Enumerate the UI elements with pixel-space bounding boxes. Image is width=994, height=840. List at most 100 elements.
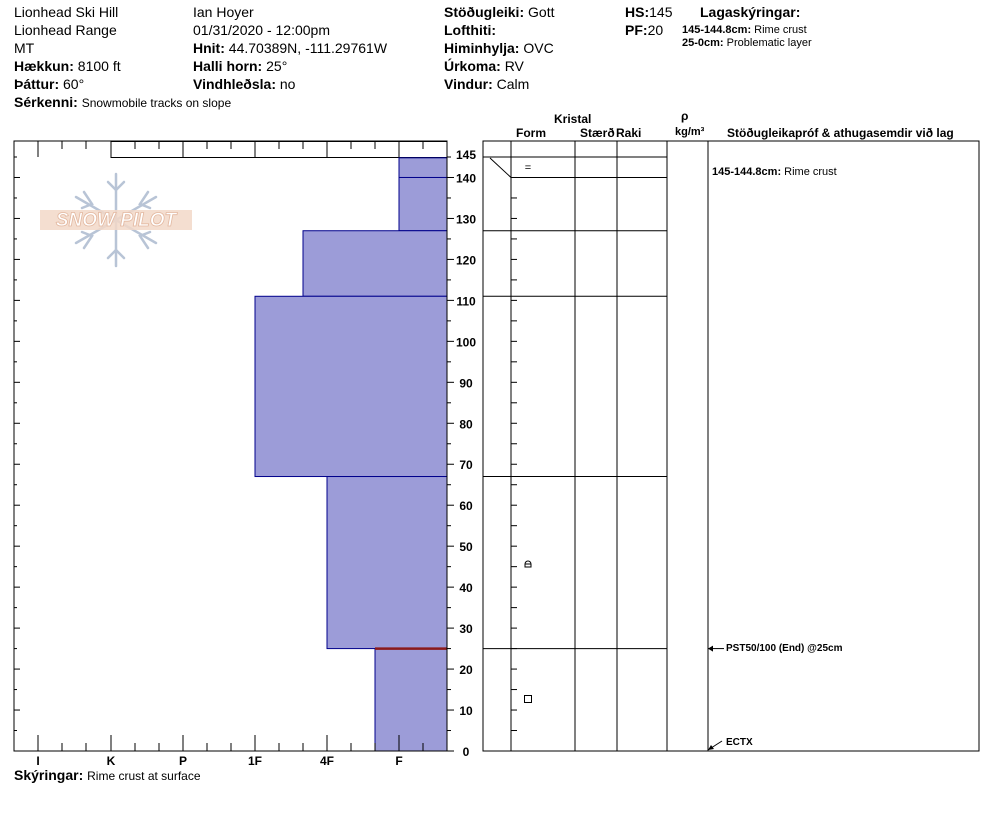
air-temp-label: Lofthiti:	[444, 22, 497, 38]
density-symbol: ρ	[681, 109, 689, 123]
hardness-bar-2	[398, 176, 448, 232]
x-tick-label: 4F	[320, 754, 334, 768]
density-unit: kg/m³	[675, 126, 705, 138]
wind: Vindur: Calm	[444, 76, 529, 92]
aspect: Þáttur: 60°	[14, 76, 84, 92]
hardness-bar-3	[302, 230, 448, 297]
grain-symbols: =	[524, 162, 532, 703]
y-tick-label: 145	[456, 148, 476, 162]
notes-label: Skýringar:	[14, 767, 84, 783]
y-tick-label: 110	[456, 294, 476, 308]
form-header: Form	[516, 126, 546, 140]
pf-label: PF:	[625, 22, 648, 38]
grain-symbol-faceted	[524, 695, 532, 703]
snowflake-icon: SNOW PILOT	[40, 172, 192, 268]
coordinates-label: Hnit:	[193, 40, 225, 56]
y-tick-label: 80	[459, 417, 473, 431]
legend-desc: Problematic layer	[726, 37, 812, 49]
depth-axis: 0 10 20 30 40 50 60 70 80 90 100 110 120 130 140 145	[14, 148, 517, 759]
sky-cover: Himinhylja: OVC	[444, 40, 554, 56]
precip-value: RV	[504, 58, 524, 74]
y-tick-label: 0	[463, 745, 470, 759]
y-tick-label: 90	[459, 376, 473, 390]
moisture-header: Raki	[616, 126, 642, 140]
wind-loading: Vindhleðsla: no	[193, 76, 295, 92]
x-tick-label: F	[395, 754, 402, 768]
y-tick-label: 50	[459, 540, 473, 554]
range-name: Lionhead Range	[14, 22, 117, 38]
elevation-value: 8100 ft	[77, 58, 121, 74]
features-label: Sérkenni:	[14, 94, 78, 110]
layer-connector	[489, 157, 512, 178]
hs-label: HS:	[625, 4, 650, 20]
snowpilot-logo: SNOW PILOT	[40, 172, 200, 272]
layer-note: 145-144.8cm: Rime crust	[712, 166, 837, 178]
legend-range: 25-0cm:	[682, 37, 724, 49]
wind-label: Vindur:	[444, 76, 493, 92]
test-arrowhead-ect	[708, 745, 714, 750]
test-arrowhead-pst	[708, 645, 713, 652]
grain-symbol-rime: =	[525, 162, 531, 174]
layer-table	[482, 140, 980, 752]
layer-note-desc: Rime crust	[784, 166, 837, 178]
aspect-label: Þáttur:	[14, 76, 60, 92]
x-tick-label: P	[179, 754, 187, 768]
hardness-bar-5	[326, 476, 448, 650]
size-header: Stærð	[580, 126, 615, 140]
tests-header: Stöðugleikapróf & athugasemdir við lag	[727, 126, 954, 140]
legend-item: 145-144.8cm: Rime crust	[682, 24, 807, 36]
y-tick-label: 20	[459, 663, 473, 677]
wind-loading-label: Vindhleðsla:	[193, 76, 276, 92]
stability-label: Stöðugleiki:	[444, 4, 525, 20]
elevation: Hækkun: 8100 ft	[14, 58, 121, 74]
table-border	[482, 140, 980, 752]
test-result-pst: PST50/100 (End) @25cm	[726, 643, 843, 654]
y-tick-label: 30	[459, 622, 473, 636]
wind-loading-value: no	[279, 76, 296, 92]
sky-value: OVC	[523, 40, 554, 56]
legend-range: 145-144.8cm:	[682, 24, 752, 36]
air-temp: Lofthiti:	[444, 22, 496, 38]
legend-item: 25-0cm: Problematic layer	[682, 37, 812, 49]
x-tick-label: 1F	[248, 754, 262, 768]
y-tick-label: 10	[459, 704, 473, 718]
y-tick-label: 100	[456, 335, 476, 349]
slope-label: Halli horn:	[193, 58, 263, 74]
elevation-label: Hækkun:	[14, 58, 74, 74]
notes-value: Rime crust at surface	[87, 769, 201, 783]
location-name: Lionhead Ski Hill	[14, 4, 119, 20]
legend-title: Lagaskýringar:	[700, 4, 801, 20]
aspect-value: 60°	[63, 76, 85, 92]
features: Sérkenni: Snowmobile tracks on slope	[14, 94, 231, 111]
notes: Skýringar: Rime crust at surface	[14, 767, 201, 784]
y-tick-label: 70	[459, 458, 473, 472]
stability-value: Gott	[528, 4, 555, 20]
test-result-ect: ECTX	[726, 737, 753, 748]
pf-value: 20	[647, 22, 664, 38]
hs-value: 145	[649, 4, 673, 20]
y-tick-label: 130	[456, 212, 476, 226]
coordinates-value: 44.70389N, -111.29761W	[228, 40, 388, 56]
x-tick-label: I	[36, 754, 39, 768]
x-tick-label: K	[107, 754, 116, 768]
hardness-axis: I K P 1F 4F F	[36, 141, 424, 768]
slope-value: 25°	[266, 58, 288, 74]
slope-angle: Halli horn: 25°	[193, 58, 287, 74]
y-tick-label: 120	[456, 253, 476, 267]
precip-label: Úrkoma:	[444, 58, 501, 74]
precipitation: Úrkoma: RV	[444, 58, 524, 74]
stability: Stöðugleiki: Gott	[444, 4, 554, 20]
legend-desc: Rime crust	[754, 24, 807, 36]
hardness-layers	[110, 141, 448, 752]
hardness-bar-4	[254, 295, 448, 478]
y-tick-label: 60	[459, 499, 473, 513]
observer-name: Ian Hoyer	[193, 4, 254, 20]
hardness-bar-1	[398, 157, 448, 178]
layer-note-range: 145-144.8cm:	[712, 166, 782, 178]
crystal-header: Kristal	[554, 112, 592, 126]
foot-penetration: PF:20	[625, 22, 663, 38]
y-tick-label: 140	[456, 171, 476, 185]
state-name: MT	[14, 40, 35, 56]
observation-datetime: 01/31/2020 - 12:00pm	[193, 22, 330, 38]
